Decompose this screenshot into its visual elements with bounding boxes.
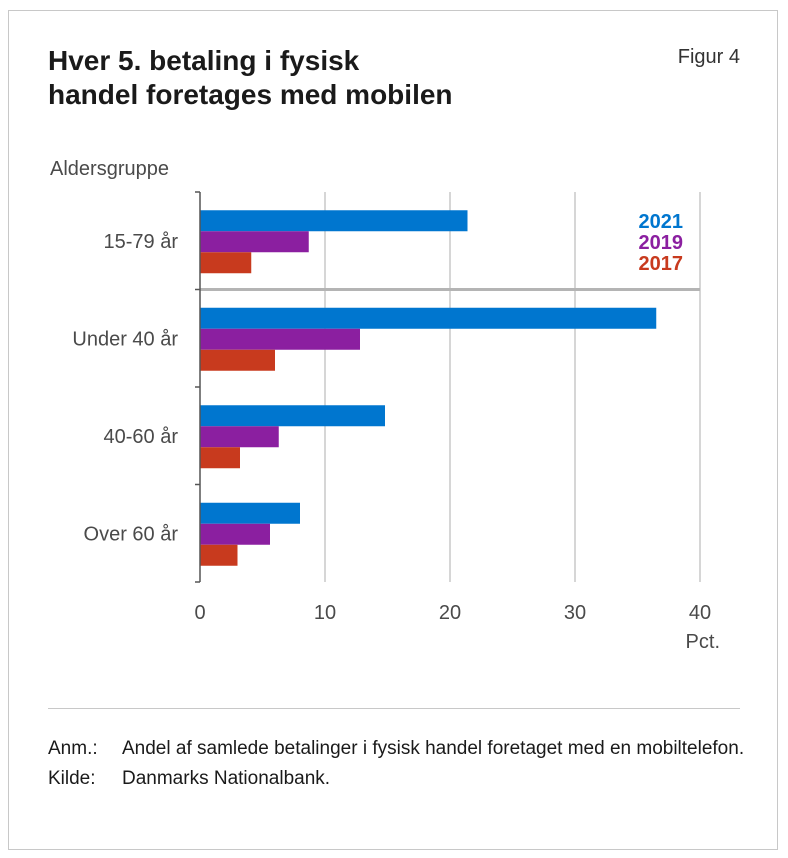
bar	[200, 426, 279, 448]
legend-entry: 2017	[639, 253, 684, 275]
bar	[200, 349, 275, 371]
category-label: Over 60 år	[84, 523, 179, 545]
bar	[200, 252, 252, 274]
bar	[200, 231, 309, 253]
note-row: Anm.: Andel af samlede betalinger i fysi…	[48, 734, 748, 764]
bar	[200, 544, 238, 566]
chart-notes: Anm.: Andel af samlede betalinger i fysi…	[48, 734, 748, 794]
source-key: Kilde:	[48, 768, 96, 789]
notes-divider	[48, 708, 740, 709]
x-tick-label: 10	[314, 602, 336, 624]
bar	[200, 502, 300, 524]
category-axis-title: Aldersgruppe	[50, 158, 169, 180]
x-tick-label: 30	[564, 602, 586, 624]
figure-frame	[8, 10, 778, 850]
category-label: 15-79 år	[104, 231, 179, 253]
figure-label: Figur 4	[677, 46, 740, 68]
category-label: 40-60 år	[104, 426, 179, 448]
source-text: Danmarks Nationalbank.	[122, 768, 331, 789]
source-row: Kilde: Danmarks Nationalbank.	[48, 764, 748, 794]
note-text: Andel af samlede betalinger i fysisk han…	[122, 738, 745, 759]
bar	[200, 447, 240, 469]
x-tick-label: 40	[689, 602, 711, 624]
bar	[200, 523, 270, 545]
chart-title-line-1: Hver 5. betaling i fysisk	[48, 45, 360, 76]
legend-entry: 2019	[639, 232, 684, 254]
bar	[200, 328, 360, 350]
chart-title: Hver 5. betaling i fysisk handel foretag…	[48, 44, 608, 112]
chart-title-line-2: handel foretages med mobilen	[48, 79, 453, 110]
x-tick-label: 0	[194, 602, 205, 624]
x-unit-label: Pct.	[686, 631, 720, 653]
note-key: Anm.:	[48, 738, 98, 759]
bar	[200, 210, 468, 232]
category-label: Under 40 år	[72, 328, 178, 350]
legend-entry: 2021	[639, 211, 684, 233]
bar	[200, 405, 385, 427]
x-tick-label: 20	[439, 602, 461, 624]
bar	[200, 307, 657, 329]
bar-chart: 15-79 år Under 40 år 40-60 år Over 60 år 0 10…	[72, 191, 720, 653]
